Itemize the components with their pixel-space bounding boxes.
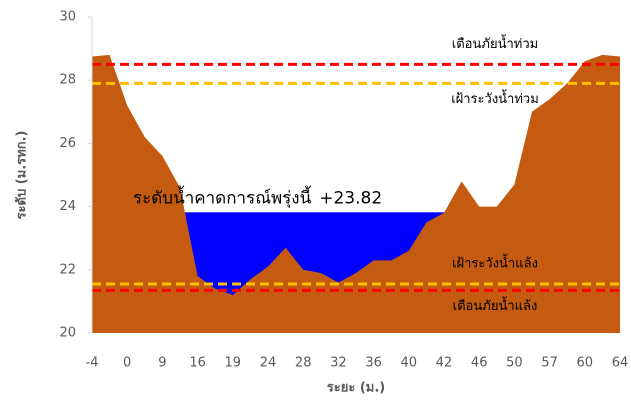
x-tick-label: 32 xyxy=(330,356,347,371)
x-tick-label: 28 xyxy=(295,356,312,371)
y-tick-label: 24 xyxy=(59,199,76,214)
x-tick-label: 0 xyxy=(123,356,131,371)
x-tick-label: 46 xyxy=(471,356,488,371)
x-tick-label: 64 xyxy=(612,356,629,371)
y-tick-label: 28 xyxy=(59,73,76,88)
water-value-label: +23.82 xyxy=(319,188,382,208)
y-tick-label: 26 xyxy=(59,136,76,151)
x-tick-label: 42 xyxy=(436,356,453,371)
water-annotation: ระดับน้ำคาดการณ์พรุ่งนี้ +23.82 xyxy=(133,185,382,208)
x-tick-label: 19 xyxy=(225,356,242,371)
y-tick-label: 20 xyxy=(59,326,76,341)
x-tick-label: 60 xyxy=(577,356,594,371)
y-tick-label: 22 xyxy=(59,262,76,277)
x-tick-label: 40 xyxy=(401,356,418,371)
y-axis-title: ระดับ (ม.รทก.) xyxy=(15,131,30,220)
x-tick-label: 57 xyxy=(541,356,558,371)
threshold-label: เฝ้าระวังน้ำแล้ง xyxy=(452,254,538,272)
x-tick-label: 36 xyxy=(365,356,382,371)
x-axis-title: ระยะ (ม.) xyxy=(327,381,385,396)
x-tick-label: 16 xyxy=(189,356,206,371)
threshold-label: เตือนภัยน้ำท่วม xyxy=(452,34,538,52)
x-tick-label: 9 xyxy=(158,356,166,371)
y-tick-label: 30 xyxy=(59,10,76,25)
threshold-label: เตือนภัยน้ำแล้ง xyxy=(453,296,538,314)
x-tick-label: 50 xyxy=(506,356,523,371)
terrain-area xyxy=(92,54,620,334)
x-tick-label: 24 xyxy=(260,356,277,371)
x-tick-label: -4 xyxy=(86,356,99,371)
water-label: ระดับน้ำคาดการณ์พรุ่งนี้ xyxy=(133,185,312,208)
threshold-label: เฝ้าระวังน้ำท่วม xyxy=(451,89,539,107)
